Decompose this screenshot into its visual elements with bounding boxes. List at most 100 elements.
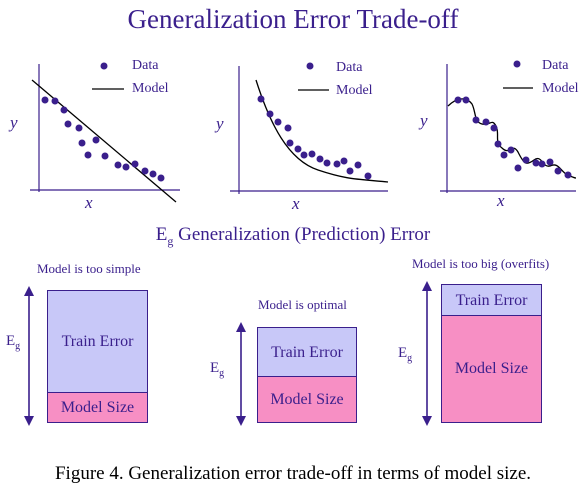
data-points	[257, 95, 372, 180]
data-point	[454, 96, 462, 104]
data-point	[284, 124, 292, 132]
train-error-label: Train Error	[455, 291, 528, 309]
data-point	[149, 170, 157, 178]
data-point	[340, 157, 348, 165]
eg-label-symbol: E	[210, 360, 220, 376]
data-point	[514, 164, 522, 172]
data-points	[41, 96, 165, 182]
eg-label: Eg	[398, 345, 412, 364]
data-point	[122, 163, 130, 171]
data-point	[532, 159, 540, 167]
scenario-caption: Model is optimal	[258, 297, 347, 312]
eg-heading-text: Generalization (Prediction) Error	[178, 224, 431, 245]
x-axis-label: x	[497, 191, 505, 210]
eg-label-subscript: g	[407, 353, 413, 364]
eg-label: Eg	[210, 360, 224, 379]
scenario-caption: Model is too simple	[37, 261, 141, 276]
y-axis-label: y	[10, 113, 18, 132]
eg-arrow-head-up	[422, 281, 432, 291]
data-point	[500, 151, 508, 159]
eg-arrow-head-up	[236, 322, 246, 332]
data-point	[41, 96, 49, 104]
x-axis-label: x	[292, 194, 300, 213]
data-point	[92, 136, 100, 144]
data-point	[482, 118, 490, 126]
data-point	[354, 161, 362, 169]
x-axis-label: x	[85, 193, 93, 212]
data-point	[472, 116, 480, 124]
data-point	[60, 106, 68, 114]
page-title: Generalization Error Trade-off	[127, 4, 459, 34]
data-point	[51, 97, 59, 105]
plot-optimal: y x Data Model	[216, 52, 398, 217]
data-point	[78, 139, 86, 147]
legend-data-marker	[306, 62, 314, 70]
model-size-box: Model Size	[47, 392, 148, 423]
data-point	[462, 96, 470, 104]
legend-model-label: Model	[542, 81, 579, 96]
model-size-box: Model Size	[441, 315, 542, 423]
eg-label-subscript: g	[15, 341, 21, 352]
model-curve	[447, 98, 577, 179]
data-point	[316, 155, 324, 163]
plot-optimal-svg	[230, 62, 389, 194]
eg-arrow-head-down	[24, 416, 34, 426]
data-point	[274, 118, 282, 126]
data-point	[323, 159, 331, 167]
plot-too-simple-svg	[30, 62, 180, 203]
data-point	[564, 171, 572, 179]
eg-label-subscript: g	[219, 368, 225, 379]
plot-overfits: y x Data Model	[400, 52, 580, 217]
eg-arrow	[24, 286, 34, 426]
data-point	[157, 174, 165, 182]
legend-data-label: Data	[336, 60, 363, 75]
eg-arrow-head-down	[422, 416, 432, 426]
model-size-label: Model Size	[60, 398, 135, 416]
data-points	[454, 96, 572, 179]
model-size-box: Model Size	[257, 376, 357, 423]
eg-arrow-head-up	[24, 286, 34, 296]
scenario-caption: Model is too big (overfits)	[412, 256, 550, 271]
y-axis-label: y	[216, 114, 224, 133]
legend-data-label: Data	[132, 58, 159, 73]
eg-symbol: E	[155, 224, 168, 245]
data-point	[84, 151, 92, 159]
data-point	[75, 124, 83, 132]
eg-arrow-head-down	[236, 416, 246, 426]
data-point	[364, 172, 372, 180]
data-point	[266, 110, 274, 118]
plot-too-simple: y x Data Model	[10, 52, 200, 217]
generalization-error-heading: Eg Generalization (Prediction) Error	[0, 224, 586, 249]
data-point	[101, 152, 109, 160]
train-error-box: Train Error	[257, 327, 357, 378]
train-error-box: Train Error	[441, 284, 542, 317]
train-error-label: Train Error	[61, 333, 134, 350]
plot-overfits-svg	[440, 60, 577, 193]
data-point	[522, 156, 530, 164]
data-point	[346, 167, 354, 175]
train-error-label: Train Error	[271, 343, 343, 361]
data-point	[131, 160, 139, 168]
data-point	[554, 167, 562, 175]
data-point	[300, 151, 308, 159]
data-point	[308, 150, 316, 158]
data-point	[546, 158, 554, 166]
legend-model-label: Model	[132, 81, 169, 96]
data-point	[64, 120, 72, 128]
eg-label-symbol: E	[398, 345, 408, 361]
model-size-label: Model Size	[270, 390, 344, 408]
data-point	[538, 160, 546, 168]
data-point	[507, 146, 515, 154]
eg-label-symbol: E	[6, 333, 16, 349]
eg-label: Eg	[6, 333, 20, 352]
data-point	[286, 139, 294, 147]
data-point	[257, 95, 265, 103]
data-point	[114, 161, 122, 169]
legend-data-marker	[513, 60, 521, 68]
eg-arrow	[236, 322, 246, 426]
model-size-label: Model Size	[454, 360, 529, 377]
data-point	[490, 124, 498, 132]
legend-data-label: Data	[542, 58, 569, 73]
figure-caption: Figure 4. Generalization error trade-off…	[54, 463, 532, 484]
legend-model-label: Model	[336, 83, 373, 98]
